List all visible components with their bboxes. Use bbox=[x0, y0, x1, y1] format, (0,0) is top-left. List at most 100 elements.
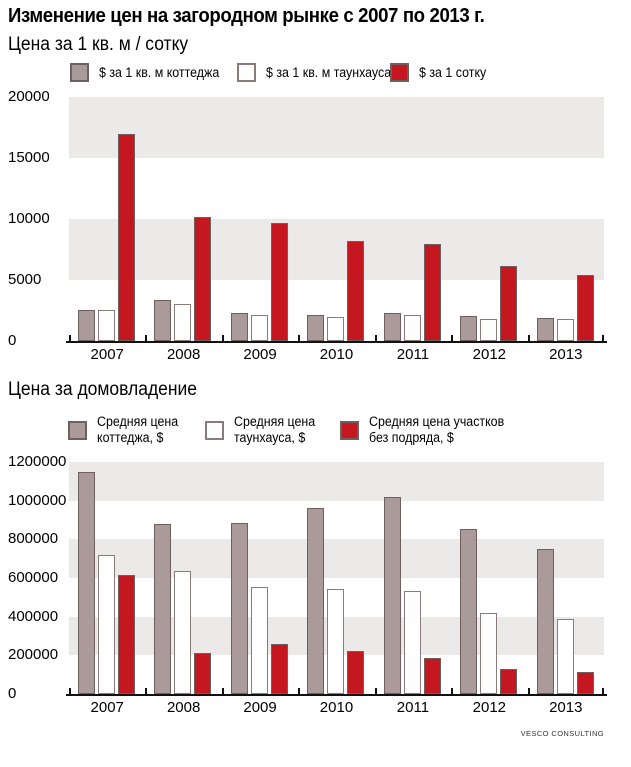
x-axis-label: 2007 bbox=[90, 346, 124, 363]
source-credit: VESCO CONSULTING bbox=[520, 729, 604, 738]
page-title: Изменение цен на загородном рынке с 2007… bbox=[8, 5, 485, 27]
bar-land-2007 bbox=[118, 134, 135, 341]
axis-tick bbox=[69, 688, 71, 694]
bar-cottage-2009 bbox=[231, 523, 248, 694]
y-axis-label: 10000 bbox=[8, 210, 50, 227]
bar-townhouse-2013 bbox=[557, 319, 574, 341]
bar-land-2012 bbox=[500, 669, 517, 694]
townhouse-swatch bbox=[205, 420, 224, 440]
x-axis-label: 2008 bbox=[166, 699, 201, 716]
axis-tick bbox=[451, 335, 453, 341]
legend-item-land: Средняя цена участков без подряда, $ bbox=[340, 414, 516, 446]
chart2-plot-area: 2007 2008 2009 2010 2011 2012 2013 bbox=[69, 462, 604, 716]
chart2-title: Цена за домовладение bbox=[8, 379, 198, 400]
bar-townhouse-2010 bbox=[327, 317, 344, 341]
bar-townhouse-2008 bbox=[174, 571, 191, 694]
chart-section-price-per-household: Цена за домовладение Средняя цена коттедж… bbox=[0, 379, 631, 740]
bar-land-2009 bbox=[271, 223, 288, 341]
axis-tick bbox=[602, 688, 604, 694]
axis-tick bbox=[298, 335, 300, 341]
bar-townhouse-2011 bbox=[404, 315, 421, 341]
x-axis-label: 2010 bbox=[319, 699, 354, 716]
bar-cottage-2008 bbox=[154, 524, 171, 694]
bar-townhouse-2007 bbox=[98, 555, 115, 694]
bar-townhouse-2009 bbox=[251, 315, 268, 341]
y-axis-label: 0 bbox=[8, 332, 17, 349]
bar-land-2010 bbox=[347, 241, 364, 341]
bar-townhouse-2011 bbox=[404, 591, 421, 694]
y-axis-label: 400000 bbox=[8, 607, 59, 625]
chart-section-price-per-sqm: Цена за 1 кв. м / сотку $ за 1 кв. м кот… bbox=[0, 34, 631, 379]
bar-land-2012 bbox=[500, 266, 517, 341]
y-axis-label: 0 bbox=[8, 685, 17, 702]
bar-cottage-2007 bbox=[78, 472, 95, 694]
bar-cottage-2010 bbox=[307, 315, 324, 341]
bar-cottage-2012 bbox=[460, 316, 477, 341]
legend-label: Средняя цена участков без подряда, $ bbox=[369, 414, 505, 445]
legend-item-townhouse: Средняя цена таунхауса, $ bbox=[205, 414, 322, 446]
bar-cottage-2009 bbox=[231, 313, 248, 341]
bar-land-2007 bbox=[118, 575, 135, 694]
axis-tick bbox=[528, 335, 530, 341]
land-swatch bbox=[340, 420, 359, 440]
chart1-x-axis-line bbox=[66, 341, 607, 343]
y-axis-label: 1200000 bbox=[8, 453, 67, 470]
bar-townhouse-2010 bbox=[327, 589, 344, 694]
axis-tick bbox=[298, 688, 300, 694]
y-axis-label: 800000 bbox=[8, 530, 59, 548]
plot-band bbox=[69, 539, 604, 578]
plot-band bbox=[69, 219, 604, 280]
x-axis-label: 2009 bbox=[243, 346, 277, 363]
legend-label: Средняя цена коттеджа, $ bbox=[97, 414, 179, 445]
x-axis-label: 2008 bbox=[166, 346, 201, 363]
townhouse-swatch bbox=[237, 63, 256, 82]
bar-land-2008 bbox=[194, 217, 211, 341]
bar-townhouse-2008 bbox=[174, 304, 191, 341]
x-axis-label: 2007 bbox=[90, 699, 124, 716]
x-axis-label: 2010 bbox=[319, 346, 354, 363]
legend-label: Средняя цена таунхауса, $ bbox=[234, 414, 316, 445]
legend-item-cottage: Средняя цена коттеджа, $ bbox=[68, 414, 185, 446]
x-axis-label: 2011 bbox=[396, 699, 430, 716]
y-axis-label: 5000 bbox=[8, 271, 42, 288]
chart2-x-axis-line bbox=[66, 694, 607, 696]
bar-townhouse-2013 bbox=[557, 619, 574, 694]
bar-cottage-2013 bbox=[537, 318, 554, 341]
legend-label: $ за 1 сотку bbox=[419, 64, 487, 80]
axis-tick bbox=[375, 688, 377, 694]
x-axis-label: 2012 bbox=[472, 699, 507, 716]
y-axis-label: 200000 bbox=[8, 646, 59, 664]
bar-land-2013 bbox=[577, 672, 594, 694]
chart2-legend: Средняя цена коттеджа, $ Средняя цена таунх… bbox=[0, 414, 631, 450]
axis-tick bbox=[602, 335, 604, 341]
legend-label: $ за 1 кв. м коттеджа bbox=[99, 64, 220, 80]
y-axis-label: 20000 bbox=[8, 88, 50, 105]
x-axis-label: 2013 bbox=[549, 699, 583, 716]
bar-land-2008 bbox=[194, 653, 211, 694]
bar-cottage-2013 bbox=[537, 549, 554, 694]
cottage-swatch bbox=[68, 420, 87, 440]
x-axis-label: 2012 bbox=[472, 346, 507, 363]
x-axis-label: 2009 bbox=[243, 699, 277, 716]
cottage-swatch bbox=[70, 63, 89, 82]
legend-item-land: $ за 1 сотку bbox=[390, 63, 492, 82]
land-swatch bbox=[390, 63, 409, 82]
bar-cottage-2010 bbox=[307, 508, 324, 694]
bar-land-2010 bbox=[347, 651, 364, 694]
bar-cottage-2007 bbox=[78, 310, 95, 341]
axis-tick bbox=[69, 335, 71, 341]
chart1-title: Цена за 1 кв. м / сотку bbox=[8, 34, 189, 55]
x-axis-label: 2013 bbox=[549, 346, 583, 363]
bar-cottage-2008 bbox=[154, 300, 171, 341]
bar-cottage-2012 bbox=[460, 529, 477, 694]
bar-townhouse-2009 bbox=[251, 587, 268, 694]
axis-tick bbox=[145, 688, 147, 694]
axis-tick bbox=[222, 688, 224, 694]
chart1-legend: $ за 1 кв. м коттеджа $ за 1 кв. м таунха… bbox=[0, 63, 631, 99]
axis-tick bbox=[451, 688, 453, 694]
axis-tick bbox=[528, 688, 530, 694]
bar-land-2009 bbox=[271, 644, 288, 694]
axis-tick bbox=[145, 335, 147, 341]
y-axis-label: 1000000 bbox=[8, 491, 67, 509]
